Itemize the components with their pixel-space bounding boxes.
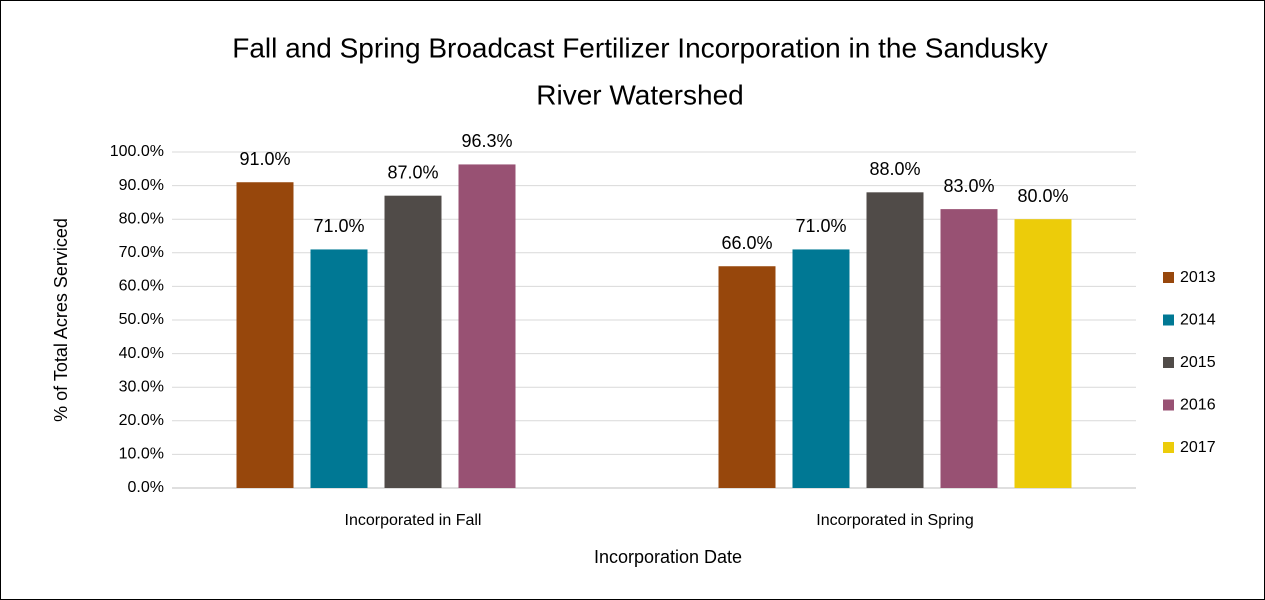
- data-label: 71.0%: [795, 216, 846, 236]
- bar: [310, 249, 368, 488]
- data-label: 66.0%: [721, 233, 772, 253]
- data-label: 91.0%: [239, 149, 290, 169]
- legend-label: 2013: [1180, 269, 1216, 286]
- bar: [940, 209, 998, 488]
- y-tick-label: 30.0%: [119, 378, 164, 395]
- y-tick-label: 80.0%: [119, 210, 164, 227]
- bar: [792, 249, 850, 488]
- y-tick-label: 60.0%: [119, 278, 164, 295]
- y-tick-label: 70.0%: [119, 244, 164, 261]
- bar: [718, 266, 776, 488]
- data-label: 88.0%: [869, 159, 920, 179]
- data-label: 80.0%: [1017, 186, 1068, 206]
- y-tick-label: 100.0%: [110, 143, 164, 160]
- legend-label: 2016: [1180, 397, 1216, 414]
- x-axis-title: Incorporation Date: [594, 547, 742, 567]
- data-label: 87.0%: [387, 162, 438, 182]
- y-axis-title: % of Total Acres Serviced: [51, 218, 71, 422]
- legend-label: 2015: [1180, 354, 1216, 371]
- chart-title: River Watershed: [536, 79, 743, 110]
- y-tick-label: 40.0%: [119, 345, 164, 362]
- chart-title: Fall and Spring Broadcast Fertilizer Inc…: [232, 32, 1048, 63]
- legend-label: 2014: [1180, 312, 1216, 329]
- legend-swatch: [1163, 442, 1174, 453]
- y-tick-label: 90.0%: [119, 177, 164, 194]
- legend-swatch: [1163, 314, 1174, 326]
- legend-swatch: [1163, 272, 1174, 283]
- y-tick-label: 20.0%: [119, 412, 164, 429]
- bar: [458, 164, 516, 488]
- bar: [866, 192, 924, 488]
- bar: [1014, 219, 1072, 488]
- y-tick-label: 50.0%: [119, 311, 164, 328]
- bar: [236, 182, 294, 489]
- y-tick-label: 0.0%: [128, 479, 164, 496]
- data-label: 83.0%: [943, 176, 994, 196]
- data-label: 96.3%: [461, 131, 512, 151]
- x-tick-label: Incorporated in Spring: [816, 512, 973, 529]
- y-tick-label: 10.0%: [119, 446, 164, 463]
- bar: [384, 195, 442, 488]
- x-tick-label: Incorporated in Fall: [345, 512, 482, 529]
- data-label: 71.0%: [313, 216, 364, 236]
- legend-swatch: [1163, 399, 1174, 411]
- legend-label: 2017: [1180, 439, 1216, 456]
- legend-swatch: [1163, 357, 1174, 368]
